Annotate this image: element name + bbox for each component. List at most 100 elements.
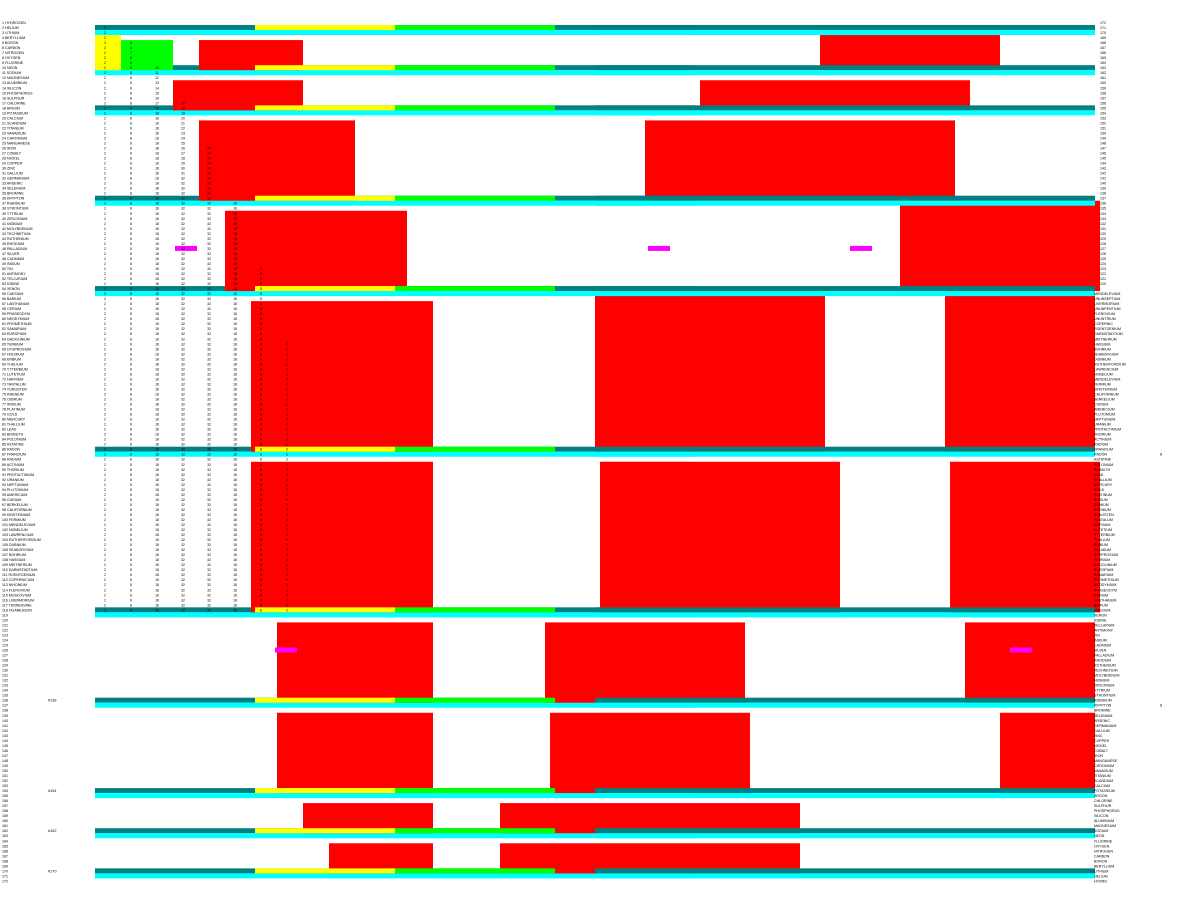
shell-count: 18 — [155, 408, 159, 412]
side-marker: #170 — [48, 869, 56, 873]
shell-count: 31 — [181, 172, 185, 176]
shell-count: 18 — [233, 478, 237, 482]
shell-count: 2 — [104, 157, 106, 161]
side-marker: 8 — [1160, 704, 1162, 708]
mirror-block-region — [965, 622, 1095, 703]
right-label: 122 — [1100, 272, 1106, 276]
row-label: 172 — [2, 879, 8, 883]
shell-count: 32 — [207, 588, 211, 592]
shell-count: 18 — [155, 488, 159, 492]
shell-count: 32 — [207, 463, 211, 467]
right-label: SILVER — [1094, 649, 1107, 653]
shell-count: 32 — [181, 418, 185, 422]
right-label: UNUNSEPTIUM — [1094, 297, 1120, 301]
shell-count: 32 — [181, 413, 185, 417]
shell-count: 18 — [233, 377, 237, 381]
shell-count: 32 — [181, 262, 185, 266]
shell-count: 8 — [130, 332, 132, 336]
row-label: 138 — [2, 709, 8, 713]
row-label: 145 — [2, 744, 8, 748]
shell-count: 18 — [155, 192, 159, 196]
right-label: FLUORINE — [1094, 839, 1113, 843]
shell-count: 32 — [207, 568, 211, 572]
shell-count: 18 — [155, 292, 159, 296]
s-block — [95, 35, 121, 71]
shell-count: 2 — [104, 192, 106, 196]
shell-count: 8 — [130, 463, 132, 467]
yellow-band — [255, 286, 395, 292]
shell-count: 2 — [104, 453, 106, 457]
mirror-block-region — [600, 461, 840, 613]
right-label: RHODIUM — [1094, 659, 1111, 663]
right-label: 152 — [1100, 121, 1106, 125]
shell-count: 18 — [155, 136, 159, 140]
shell-count: 32 — [181, 257, 185, 261]
shell-count: 18 — [233, 578, 237, 582]
row-label: 6 CARBON — [2, 46, 21, 50]
right-label: OSMIUM — [1094, 503, 1109, 507]
alkali-stripe — [95, 110, 695, 116]
shell-count: 2 — [104, 51, 106, 55]
right-label: NOBELIUM — [1094, 372, 1113, 376]
row-label: 141 — [2, 724, 8, 728]
shell-count: 2 — [286, 413, 288, 417]
shell-count: 2 — [104, 603, 106, 607]
right-label: 148 — [1100, 141, 1106, 145]
shell-count: 18 — [155, 453, 159, 457]
shell-count: 18 — [233, 302, 237, 306]
right-label: 165 — [1100, 56, 1106, 60]
shell-count: 8 — [130, 81, 132, 85]
shell-count: 2 — [104, 322, 106, 326]
shell-count: 18 — [233, 568, 237, 572]
shell-count: 2 — [104, 468, 106, 472]
right-label: 120 — [1100, 282, 1106, 286]
shell-count: 8 — [130, 558, 132, 562]
shell-count: 32 — [207, 398, 211, 402]
shell-count: 18 — [155, 478, 159, 482]
shell-count: 18 — [233, 272, 237, 276]
shell-count: 18 — [155, 247, 159, 251]
shell-count: 8 — [130, 357, 132, 361]
shell-count: 8 — [130, 458, 132, 462]
shell-count: 18 — [155, 428, 159, 432]
shell-count: 23 — [181, 131, 185, 135]
shell-count: 2 — [104, 147, 106, 151]
row-label: 108 HASSIUM — [2, 558, 25, 562]
shell-count: 2 — [286, 583, 288, 587]
shell-count: 18 — [155, 347, 159, 351]
shell-count: 8 — [130, 227, 132, 231]
shell-count: 26 — [207, 147, 211, 151]
shell-count: 8 — [130, 473, 132, 477]
row-label: 162 — [2, 829, 8, 833]
row-label: 60 NEODYMIUM — [2, 317, 29, 321]
shell-count: 2 — [104, 583, 106, 587]
mirror-alkali-stripe — [595, 833, 1095, 839]
right-label: BORON — [1094, 859, 1108, 863]
row-label: 17 CHLORINE — [2, 101, 26, 105]
shell-count: 32 — [207, 498, 211, 502]
shell-count: 7 — [130, 51, 132, 55]
shell-count: 2 — [286, 603, 288, 607]
shell-count: 2 — [104, 126, 106, 130]
shell-count: 32 — [181, 392, 185, 396]
right-label: GADOLINIUM — [1094, 563, 1117, 567]
shell-count: 2 — [286, 508, 288, 512]
shell-count: 8 — [130, 593, 132, 597]
right-label: MEITNERIUM — [1094, 337, 1117, 341]
right-label: DARMSTADTIUM — [1094, 332, 1123, 336]
shell-count: 32 — [181, 372, 185, 376]
shell-count: 32 — [207, 508, 211, 512]
shell-count: 2 — [104, 573, 106, 577]
right-label: PROMETHIUM — [1094, 578, 1119, 582]
right-label: TECHNETIUM — [1094, 669, 1118, 673]
shell-count: 32 — [181, 202, 185, 206]
row-label: 46 PALLADIUM — [2, 247, 27, 251]
mirror-block-region — [945, 291, 1095, 452]
shell-count: 2 — [104, 513, 106, 517]
right-label: 140 — [1100, 182, 1106, 186]
right-label: SELENIUM — [1094, 714, 1112, 718]
shell-count: 32 — [207, 377, 211, 381]
shell-count: 32 — [181, 192, 185, 196]
shell-count: 8 — [260, 277, 262, 281]
shell-count: 2 — [104, 408, 106, 412]
